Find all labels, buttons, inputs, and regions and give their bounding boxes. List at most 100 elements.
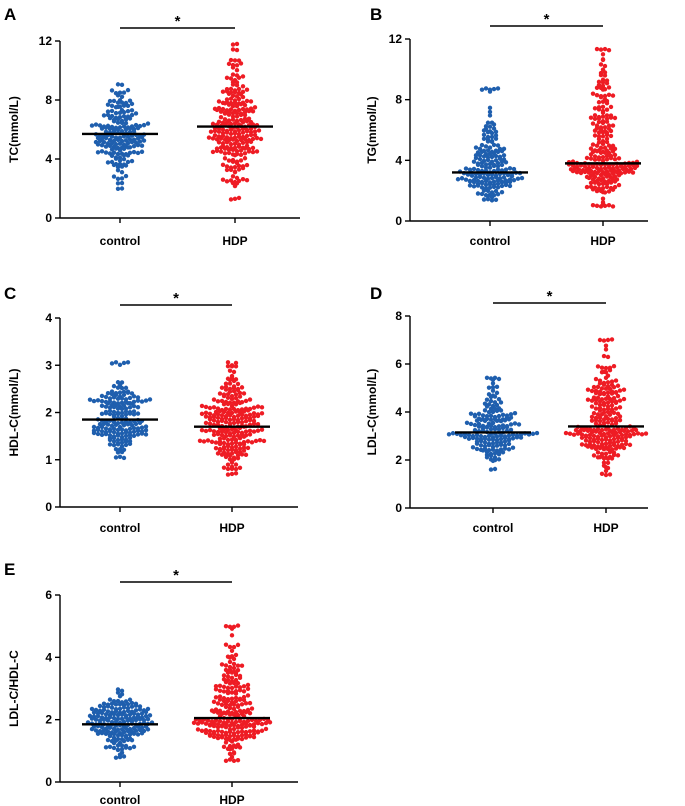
data-point: [495, 163, 501, 169]
data-point: [123, 127, 129, 132]
x-tick-label: HDP: [593, 521, 618, 535]
data-point: [214, 107, 220, 113]
data-point: [91, 398, 97, 404]
data-point: [240, 140, 246, 146]
data-point: [592, 116, 598, 122]
data-point: [123, 430, 129, 435]
data-point: [111, 731, 117, 737]
y-tick-label: 6: [395, 357, 402, 371]
data-point: [483, 178, 489, 184]
data-point: [223, 415, 229, 421]
data-point: [488, 467, 494, 472]
data-point: [227, 659, 233, 665]
data-point: [223, 419, 229, 425]
data-point: [255, 413, 261, 419]
data-point: [232, 152, 238, 158]
data-point: [89, 706, 95, 712]
data-point: [230, 174, 236, 179]
data-point: [498, 433, 504, 438]
data-point: [129, 700, 135, 706]
data-point: [233, 684, 239, 689]
panel-d: D LDL-C(mmol/L) 0 2 4 6 8 control HDP *: [365, 284, 649, 535]
data-point: [89, 716, 95, 721]
data-point: [226, 91, 232, 96]
data-point: [485, 148, 491, 153]
data-point: [115, 687, 121, 692]
data-point: [613, 390, 619, 395]
data-point: [115, 137, 121, 143]
data-point: [247, 417, 253, 423]
data-point: [135, 404, 141, 410]
data-point: [595, 450, 601, 455]
data-point: [107, 115, 113, 121]
data-point: [487, 151, 493, 157]
data-point: [594, 46, 600, 52]
data-point: [145, 716, 151, 722]
data-point: [232, 169, 238, 174]
data-point: [592, 180, 598, 185]
data-point: [99, 424, 105, 430]
data-point: [608, 128, 614, 134]
data-point: [225, 674, 231, 679]
data-point: [482, 418, 488, 424]
data-point: [139, 149, 145, 154]
data-point: [135, 136, 141, 141]
data-point: [244, 128, 250, 134]
data-point: [600, 189, 606, 195]
data-point: [222, 156, 228, 161]
data-point: [229, 460, 235, 465]
data-point: [596, 119, 602, 125]
data-point: [607, 443, 613, 449]
data-point: [489, 175, 495, 181]
data-point: [608, 115, 614, 120]
data-point: [570, 168, 576, 174]
data-point: [229, 447, 235, 452]
data-point: [230, 159, 236, 164]
data-point: [239, 452, 245, 457]
data-point: [491, 184, 497, 190]
data-point: [243, 415, 249, 420]
data-point: [109, 701, 115, 706]
data-point: [211, 709, 217, 714]
data-point: [480, 413, 486, 418]
data-point: [617, 445, 623, 450]
data-point: [101, 113, 107, 118]
data-point: [115, 100, 121, 105]
data-point: [121, 705, 127, 710]
data-point: [643, 431, 649, 436]
data-point: [597, 415, 603, 420]
data-point: [446, 432, 452, 437]
data-point: [593, 418, 599, 423]
data-point: [601, 382, 607, 387]
data-point: [101, 701, 107, 706]
data-point: [233, 449, 239, 455]
data-point: [217, 683, 223, 688]
data-point: [510, 432, 516, 438]
data-point: [119, 406, 125, 412]
data-point: [107, 733, 113, 739]
data-point: [251, 429, 257, 434]
data-point: [512, 421, 518, 426]
data-point: [245, 408, 251, 413]
data-point: [600, 87, 606, 92]
data-point: [500, 425, 506, 431]
data-point: [115, 411, 121, 417]
data-point: [609, 418, 615, 423]
data-point: [483, 144, 489, 149]
panel-c: C HDL-C(mmol/L) 0 1 2 3 4 control HDP *: [4, 284, 298, 535]
data-point: [244, 119, 250, 124]
data-point: [582, 164, 588, 169]
data-point: [593, 397, 599, 403]
data-point: [243, 452, 249, 458]
data-point: [105, 160, 111, 165]
data-point: [594, 93, 600, 98]
data-point: [491, 142, 497, 148]
data-point: [582, 169, 588, 175]
data-point: [137, 717, 143, 722]
data-point: [235, 681, 241, 686]
data-point: [229, 441, 235, 446]
data-point: [225, 685, 231, 691]
data-point: [463, 177, 469, 182]
data-point: [494, 402, 500, 408]
data-point: [226, 150, 232, 156]
